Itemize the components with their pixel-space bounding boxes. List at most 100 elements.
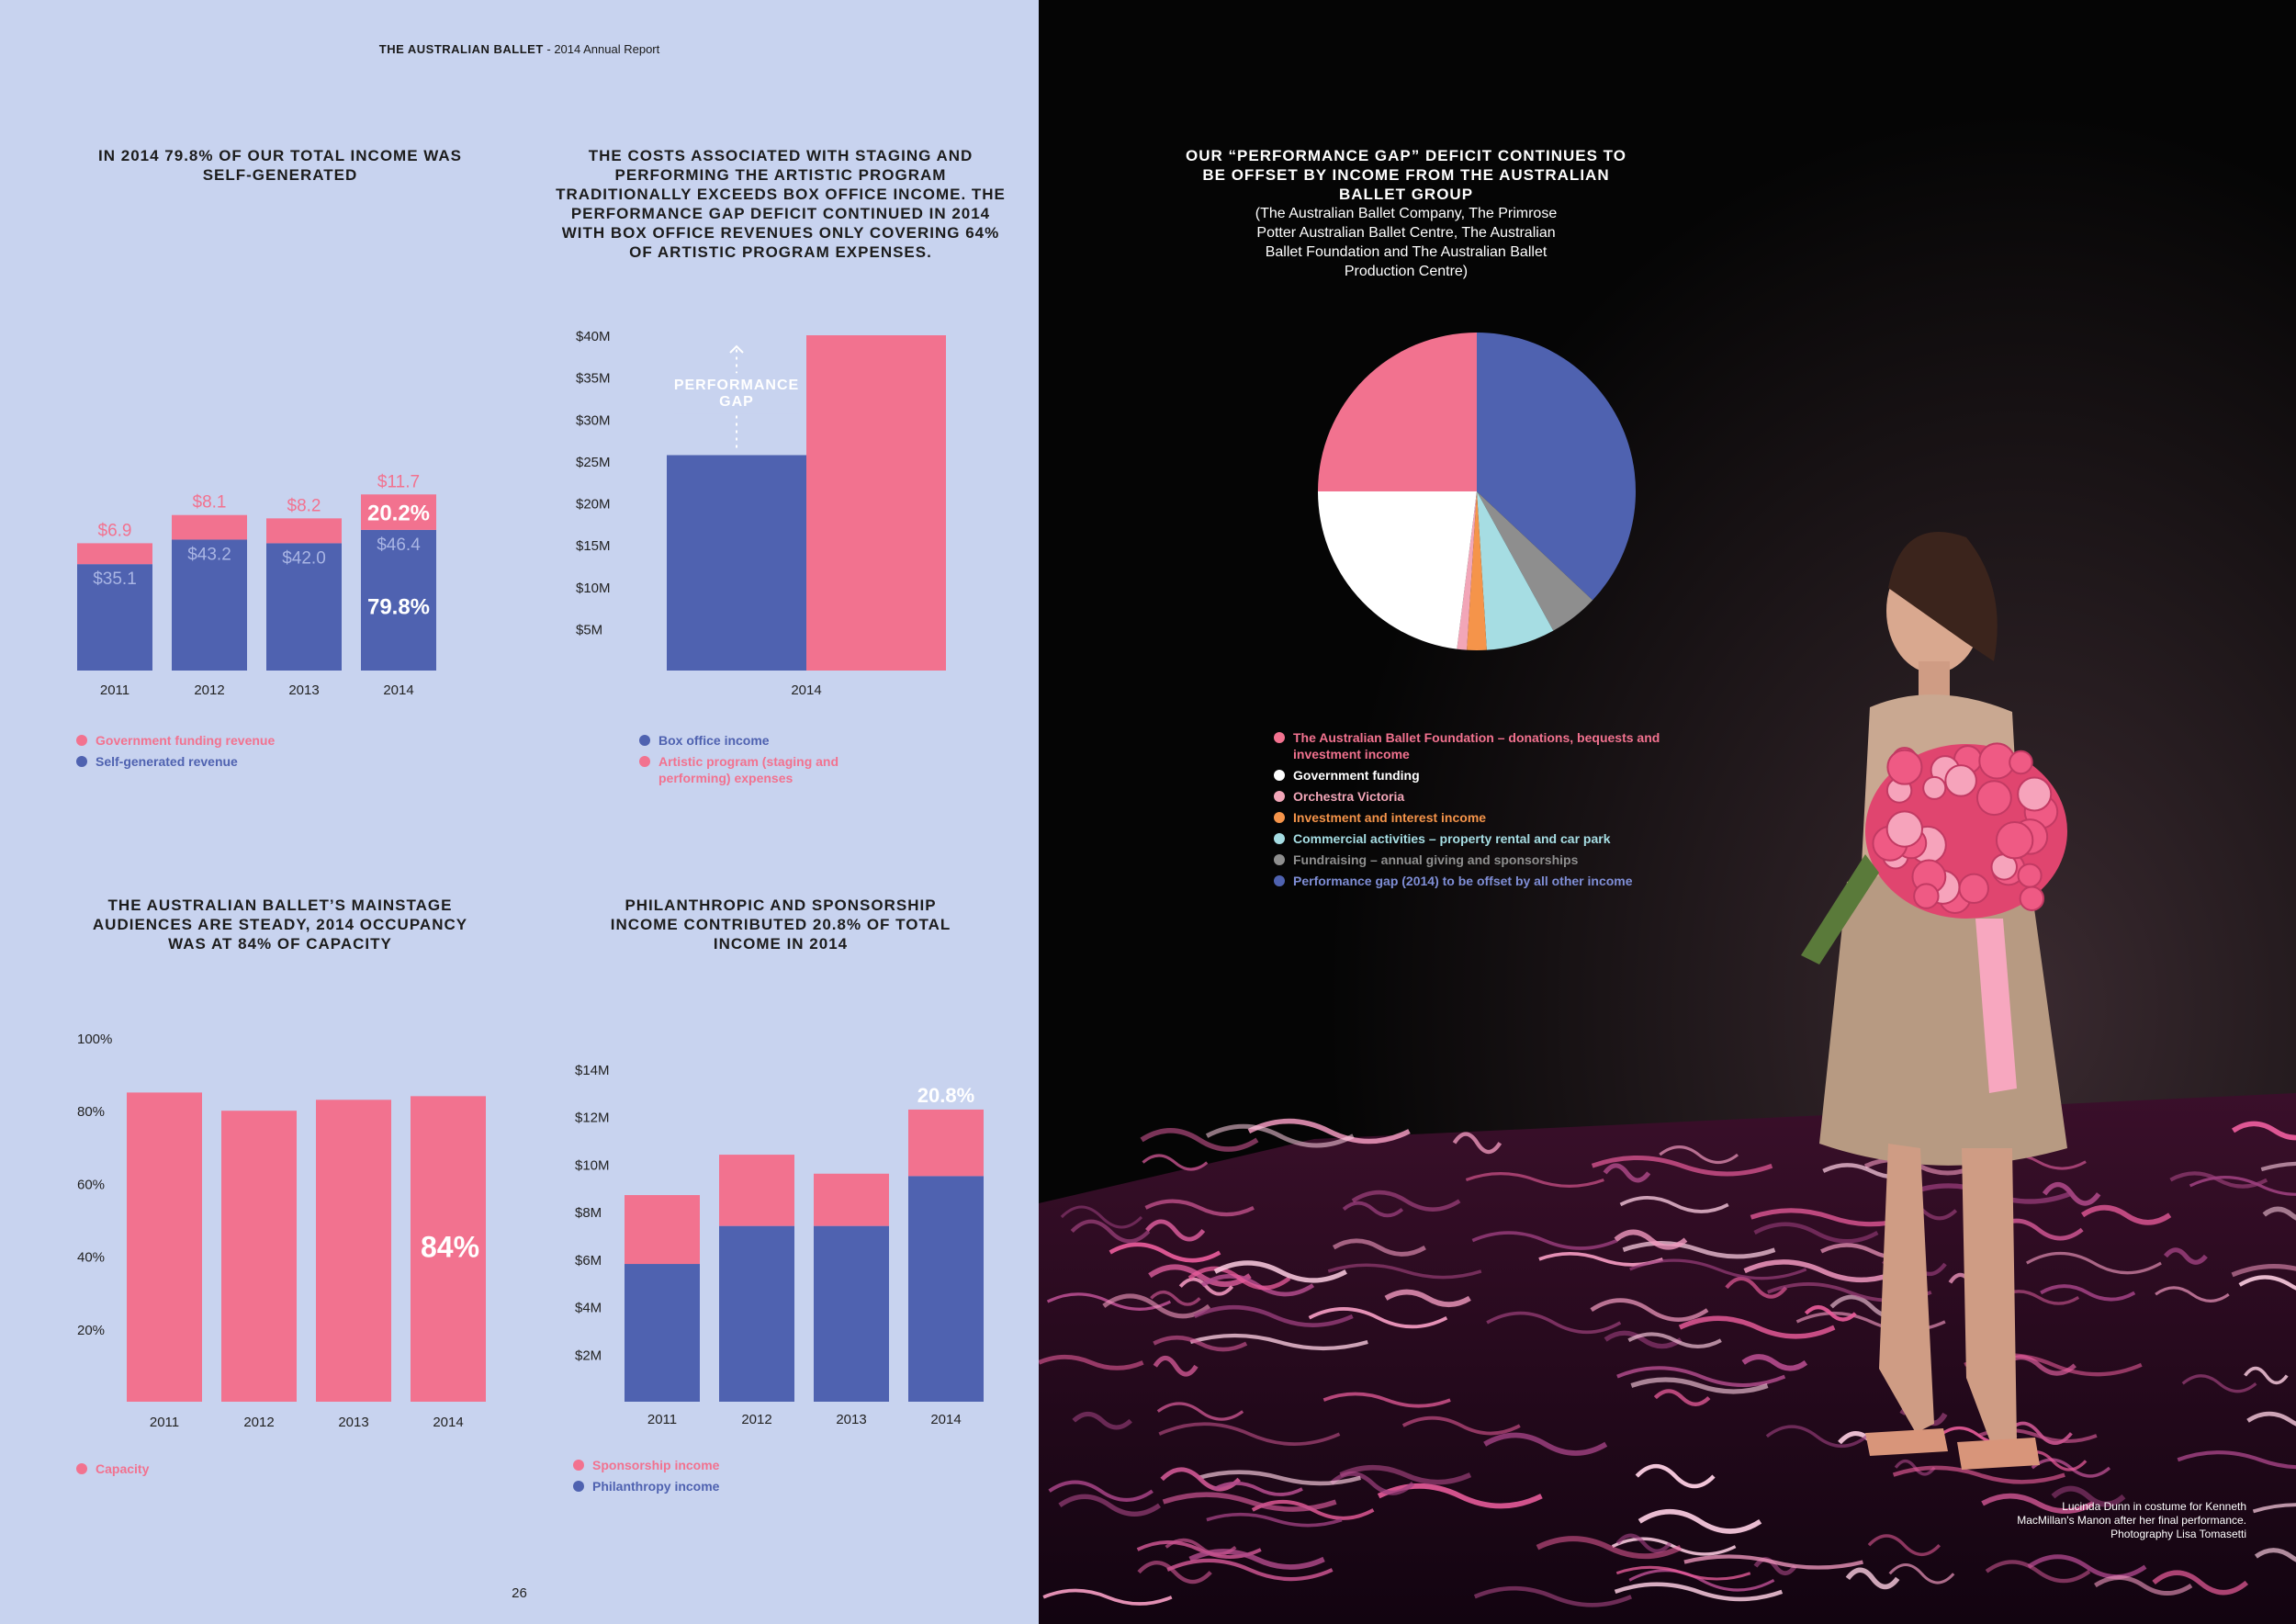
ribbon-decoration [2252, 1503, 2296, 1514]
pie-legend-item: Investment and interest income [1274, 809, 1678, 826]
ribbon-decoration [1615, 1565, 1751, 1581]
legend-swatch [1274, 875, 1285, 886]
legend-item-self-generated: Self-generated revenue [76, 753, 275, 770]
ribbon-decoration [1867, 1534, 1941, 1557]
ribbon-decoration [1465, 1172, 1604, 1188]
gap-chart: $5M $10M $15M $20M $25M $30M $35M $40M PERFORMAN… [576, 329, 946, 698]
ribbon-decoration [1452, 1132, 1503, 1155]
dancer-figure [1801, 532, 2067, 1470]
x-tick-label: 2014 [791, 682, 821, 698]
ribbon-decoration [2189, 1176, 2296, 1196]
legend-item-capacity: Capacity [76, 1460, 149, 1477]
legend-item-artistic-expenses: Artistic program (staging and performing… [639, 753, 878, 786]
rose-decoration [1995, 820, 2034, 860]
ribbon-decoration [2231, 1263, 2296, 1278]
bar-artistic-expenses-2014 [806, 335, 946, 671]
ribbon-decoration [1158, 1422, 1341, 1446]
ribbon-decoration [1145, 1219, 1206, 1242]
legend-label: The Australian Ballet Foundation – donat… [1293, 730, 1660, 761]
ribbon-decoration [1845, 1567, 1900, 1590]
ribbon-decoration [1683, 1554, 1863, 1570]
ribbon-decoration [1137, 1561, 1212, 1585]
ribbon-decoration [1888, 1562, 1955, 1585]
pie-legend-item: Orchestra Victoria [1274, 788, 1678, 805]
rose-decoration [2017, 776, 2053, 812]
ribbon-decoration [1659, 1145, 1739, 1165]
ribbon-decoration [1629, 1258, 1807, 1280]
y-tick-label: 100% [77, 1032, 112, 1047]
bar-capacity-2013 [316, 1100, 391, 1402]
ribbon-decoration [1384, 1289, 1471, 1308]
x-tick-label: 2012 [194, 682, 224, 698]
x-tick-label: 2013 [836, 1412, 866, 1427]
ribbons-decoration [1039, 1118, 2296, 1607]
ribbon-decoration [1162, 1492, 1337, 1512]
ribbon-decoration [1213, 1260, 1347, 1283]
legend-swatch [1274, 791, 1285, 802]
value-label-self-2012: $43.2 [187, 545, 231, 564]
ribbon-decoration [1206, 1512, 1343, 1528]
photo-caption: Lucinda Dunn in costume for Kenneth MacM… [2017, 1500, 2246, 1540]
rose-decoration [2019, 885, 2045, 911]
legend-label: Government funding [1293, 768, 1420, 783]
ribbon-decoration [2027, 1554, 2147, 1579]
y-tick-label: $20M [576, 497, 611, 513]
y-tick-label: $10M [576, 581, 611, 596]
ribbon-decoration [1308, 1307, 1448, 1329]
pie-chart [1318, 333, 1636, 650]
legend-label: Commercial activities – property rental … [1293, 831, 1611, 846]
y-tick-label: 40% [77, 1250, 105, 1266]
gap-chart-title: THE COSTS ASSOCIATED WITH STAGING AND PE… [556, 147, 1006, 261]
pie-legend-item: Commercial activities – property rental … [1274, 830, 1678, 847]
ribbon-decoration [1622, 1240, 1776, 1259]
ribbon-decoration [1725, 1276, 1788, 1299]
x-tick-label: 2012 [741, 1412, 771, 1427]
ribbon-decoration [1247, 1118, 1411, 1145]
rose-decoration [1944, 764, 1977, 797]
value-label-gov-2012: $8.1 [193, 493, 227, 513]
ribbon-decoration [1178, 1277, 1234, 1296]
y-tick-label: $40M [576, 329, 611, 344]
income-chart-title: IN 2014 79.8% OF OUR TOTAL INCOME WAS SE… [98, 147, 462, 184]
ribbon-decoration [2181, 1374, 2257, 1393]
pie-slice [1318, 333, 1477, 491]
page-header: THE AUSTRALIAN BALLET - 2014 Annual Repo… [0, 42, 1039, 56]
ribbon-decoration [1156, 1402, 1244, 1421]
ribbon-decoration [1635, 1463, 1716, 1489]
y-tick-label: $15M [576, 538, 611, 554]
pie-legend-item: Performance gap (2014) to be offset by a… [1274, 873, 1678, 889]
y-tick-label: $35M [576, 371, 611, 387]
ribbon-decoration [1150, 1290, 1201, 1306]
ribbon-decoration [1765, 1425, 1868, 1448]
ribbon-decoration [2246, 1411, 2296, 1427]
rose-decoration [1922, 775, 1947, 800]
pie-chart-subtitle: (The Australian Ballet Company, The Prim… [1255, 206, 1558, 279]
philanthropy-legend: Sponsorship income Philanthropy income [573, 1457, 719, 1499]
x-tick-label: 2011 [150, 1415, 179, 1430]
bar-box-office-2014 [667, 455, 806, 671]
bar-government-2014 [361, 494, 436, 530]
ribbon-decoration [1165, 1538, 1237, 1556]
legend-swatch [1274, 770, 1285, 781]
left-page: THE AUSTRALIAN BALLET - 2014 Annual Repo… [0, 0, 1039, 1624]
value-label-self-2013: $42.0 [282, 548, 326, 568]
ribbon-decoration [1892, 1465, 2065, 1484]
legend-swatch [1274, 732, 1285, 743]
gap-label-background [674, 373, 799, 414]
ribbon-decoration [1628, 1569, 1775, 1592]
ribbon-decoration [2051, 1485, 2126, 1507]
pie-slice [1318, 491, 1477, 649]
x-tick-label: 2014 [433, 1415, 463, 1430]
bar-self-generated-2013 [266, 543, 342, 671]
pie-legend-item: The Australian Ballet Foundation – donat… [1274, 729, 1678, 762]
y-tick-label: $30M [576, 412, 611, 428]
ribbon-decoration [1591, 1156, 1773, 1177]
ribbon-decoration [2177, 1450, 2296, 1470]
ribbon-decoration [1048, 1480, 1154, 1502]
ribbon-decoration [1166, 1558, 1334, 1582]
ribbon-decoration [1678, 1315, 1836, 1339]
x-tick-label: 2014 [383, 682, 413, 698]
ribbon-decoration [1339, 1465, 1472, 1485]
ribbon-decoration [1483, 1432, 1608, 1456]
ribbon-decoration [1193, 1304, 1354, 1327]
